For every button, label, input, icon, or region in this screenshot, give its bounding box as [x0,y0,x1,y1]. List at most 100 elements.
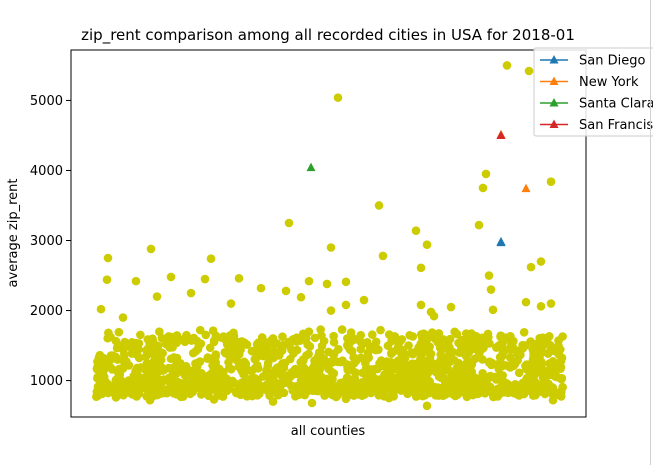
data-point [296,365,305,375]
data-point [95,361,105,371]
data-point [203,353,213,362]
data-point [425,354,435,364]
y-tick-label: 1000 [30,374,63,389]
y-tick-label: 4000 [30,164,63,179]
legend-marker [549,98,559,107]
data-point [188,348,198,358]
data-point [305,383,315,393]
data-point [284,218,294,228]
data-point [250,364,260,373]
data-point [154,377,163,387]
data-point [280,371,290,381]
data-point [538,333,548,343]
legend-entry: San Francisco [579,118,653,133]
data-point [195,325,205,335]
data-point [291,382,301,391]
data-point [307,398,317,408]
data-point [557,374,566,384]
data-point [531,350,540,359]
data-point [536,342,545,351]
legend: San Diego New York Santa Clara San Francisc… [533,47,653,137]
data-point [557,353,567,363]
data-point [131,276,141,286]
data-point [187,385,196,395]
data-point [172,331,182,340]
background-points [92,61,567,411]
data-point [247,346,257,356]
data-point [225,333,234,343]
data-point [524,66,534,76]
data-point [96,386,106,396]
data-point [333,93,343,102]
data-point [532,383,542,393]
data-point [437,387,447,397]
data-point [348,383,358,392]
data-point [445,357,455,366]
data-point [514,368,524,378]
data-point [497,339,506,348]
data-point [481,169,491,179]
data-point [320,391,329,400]
data-point [156,348,165,358]
data-point [497,351,507,361]
data-point [478,183,488,193]
chart-title: zip_rent comparison among all recorded c… [81,26,575,45]
data-point [134,353,144,363]
data-point [248,383,258,393]
highlight-point [496,236,506,246]
data-point [518,380,528,390]
data-point [103,379,113,389]
data-point [146,244,156,254]
data-point [319,354,329,363]
data-point [103,333,113,343]
data-point [378,251,388,261]
data-point [356,330,366,340]
data-point [312,383,322,392]
data-point [514,389,523,399]
data-point [226,299,236,308]
data-point [289,349,298,358]
data-point [338,356,347,365]
data-point [252,353,262,362]
legend-marker [549,55,559,64]
data-point [143,335,153,344]
data-point [375,359,384,368]
data-point [320,360,330,370]
data-point [545,340,555,350]
data-point [169,353,179,362]
data-point [213,366,223,376]
data-point [226,364,236,374]
data-point [159,386,169,396]
highlight-point [496,130,506,139]
data-point [439,337,449,347]
data-point [397,335,407,344]
data-point [203,372,212,382]
highlight-point [306,162,316,172]
data-point [397,385,406,394]
data-point [217,333,227,343]
data-point [114,327,124,337]
data-point [341,277,351,287]
data-point [141,376,150,385]
data-point [474,382,483,392]
data-point [507,339,516,348]
data-point [422,240,432,250]
data-point [399,367,409,376]
data-point [269,371,279,380]
data-point [231,386,241,396]
data-point [238,358,248,368]
data-point [180,387,189,397]
data-point [465,371,474,381]
data-point [526,262,536,272]
data-point [260,337,270,347]
data-point [485,339,494,348]
data-point [451,386,460,396]
data-point [437,366,447,375]
data-point [376,325,385,335]
data-point [164,373,174,383]
data-point [269,353,278,363]
data-point [365,343,375,353]
y-tick-label: 5000 [30,94,63,109]
plot-frame [70,49,587,418]
